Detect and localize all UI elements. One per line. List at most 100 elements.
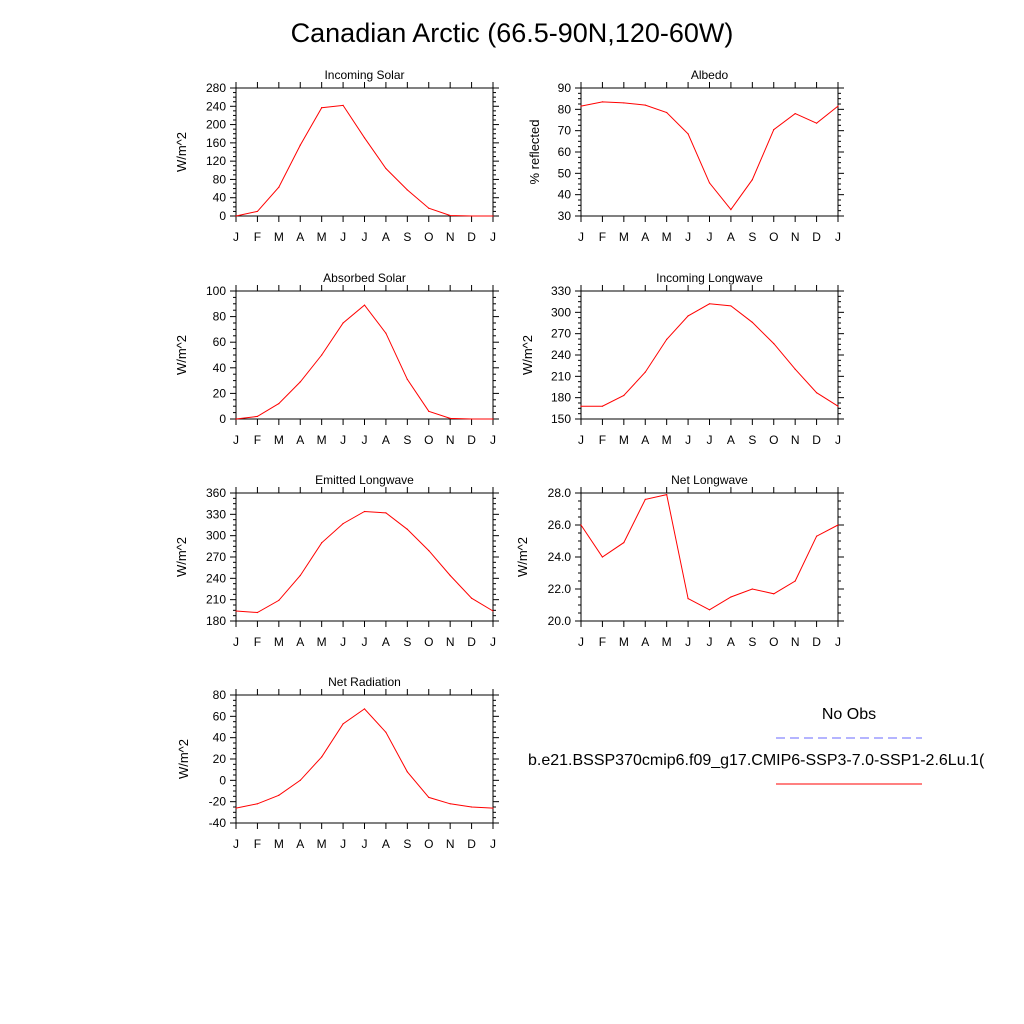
x-tick-label: J [578, 433, 584, 447]
data-point [278, 186, 280, 188]
x-tick-label: O [769, 433, 778, 447]
data-point [235, 418, 237, 420]
x-tick-label: F [254, 837, 261, 851]
y-tick-label: 270 [206, 550, 226, 564]
x-tick-label: F [254, 635, 261, 649]
data-point [321, 107, 323, 109]
x-tick-label: J [578, 635, 584, 649]
y-axis-label: % reflected [527, 119, 542, 184]
data-point [385, 332, 387, 334]
data-point [794, 368, 796, 370]
data-point [492, 807, 494, 809]
x-tick-label: F [599, 635, 606, 649]
y-tick-label: 300 [551, 305, 571, 319]
y-tick-label: 40 [558, 188, 572, 202]
data-point [837, 524, 839, 526]
data-point [299, 144, 301, 146]
y-tick-label: 50 [558, 166, 572, 180]
x-tick-label: N [791, 635, 800, 649]
x-tick-label: N [791, 230, 800, 244]
data-point [492, 610, 494, 612]
data-point [492, 418, 494, 420]
x-tick-label: J [490, 433, 496, 447]
data-point [449, 574, 451, 577]
y-tick-label: 70 [558, 124, 572, 138]
x-tick-label: A [296, 837, 304, 851]
x-tick-label: J [835, 433, 841, 447]
x-tick-label: M [619, 433, 629, 447]
plot-frame [235, 694, 494, 824]
data-point [580, 105, 582, 107]
data-point [623, 394, 625, 397]
data-point [773, 129, 775, 131]
data-point [235, 807, 237, 809]
y-tick-label: 80 [558, 102, 572, 116]
y-axis-label: W/m^2 [176, 739, 191, 779]
data-point [406, 189, 408, 191]
data-point [708, 303, 711, 305]
x-tick-label: N [446, 230, 455, 244]
panel-title: Albedo [691, 68, 729, 82]
plot-frame [235, 290, 494, 420]
x-tick-label: M [317, 635, 327, 649]
legend-obs-label: No Obs [821, 706, 877, 723]
y-tick-label: 180 [206, 614, 226, 628]
x-tick-label: J [340, 837, 346, 851]
x-tick-label: J [707, 230, 713, 244]
data-point [815, 392, 818, 394]
panel-title: Incoming Longwave [656, 271, 763, 285]
data-point [730, 305, 732, 307]
data-point [321, 756, 323, 758]
plot-frame [235, 87, 494, 217]
y-tick-label: -20 [209, 795, 227, 809]
data-point [428, 796, 430, 799]
data-point [235, 215, 237, 217]
x-tick-label: O [424, 635, 433, 649]
x-tick-label: S [403, 230, 411, 244]
x-tick-label: N [446, 635, 455, 649]
y-axis-label: W/m^2 [174, 335, 189, 375]
y-tick-label: 160 [206, 136, 226, 150]
data-point [580, 524, 582, 526]
data-point [708, 609, 711, 611]
x-tick-label: F [599, 433, 606, 447]
y-tick-label: 240 [551, 348, 571, 362]
x-tick-label: J [362, 837, 368, 851]
x-tick-label: M [619, 635, 629, 649]
series-line [580, 494, 839, 611]
data-point [837, 105, 839, 107]
data-point [342, 522, 344, 525]
x-tick-label: J [490, 230, 496, 244]
x-tick-label: O [424, 230, 433, 244]
data-point [406, 771, 408, 773]
panel-title: Net Radiation [328, 675, 401, 689]
data-point [449, 803, 451, 805]
y-axis-label: W/m^2 [174, 132, 189, 172]
x-tick-label: J [835, 230, 841, 244]
page-title: Canadian Arctic (66.5-90N,120-60W) [290, 18, 734, 48]
y-tick-label: 210 [206, 593, 226, 607]
data-point [278, 794, 280, 796]
y-axis-label: W/m^2 [515, 537, 530, 577]
data-point [256, 415, 259, 418]
data-point [601, 101, 604, 103]
x-tick-label: A [641, 230, 649, 244]
data-point [687, 315, 689, 317]
x-tick-label: S [748, 433, 756, 447]
data-point [428, 550, 430, 552]
data-point [730, 209, 732, 211]
y-tick-label: 60 [213, 335, 227, 349]
x-tick-label: N [791, 433, 800, 447]
y-tick-label: 40 [213, 361, 227, 375]
y-tick-label: 330 [206, 507, 226, 521]
data-point [299, 574, 301, 577]
data-point [470, 215, 473, 217]
y-tick-label: 30 [558, 209, 572, 223]
y-tick-label: 0 [219, 209, 226, 223]
data-point [256, 210, 259, 213]
data-point [644, 104, 646, 106]
x-tick-label: A [382, 635, 390, 649]
